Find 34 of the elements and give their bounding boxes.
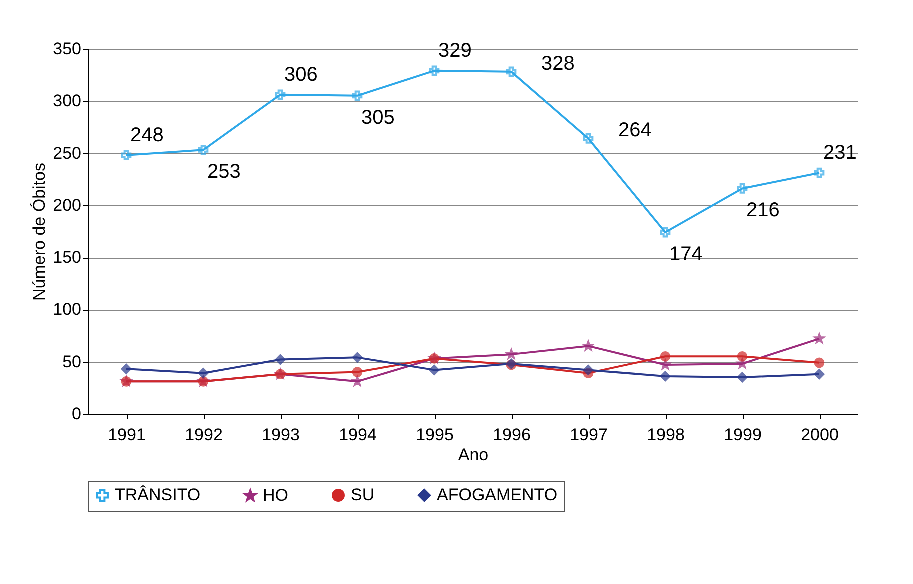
legend-label: HO xyxy=(263,486,288,506)
legend-label: AFOGAMENTO xyxy=(437,486,558,505)
x-tick-label: 1994 xyxy=(339,426,377,444)
x-tick-label: 1996 xyxy=(493,426,531,444)
x-tick-label: 1995 xyxy=(416,426,454,444)
x-tick-label: 1999 xyxy=(724,426,762,444)
y-tick-label: 200 xyxy=(53,196,82,215)
data-label: 305 xyxy=(362,106,395,129)
x-tick-label: 2000 xyxy=(801,426,839,444)
data-label: 174 xyxy=(670,244,703,266)
data-label: 248 xyxy=(130,124,164,146)
y-tick-label: 300 xyxy=(53,92,82,111)
data-label: 264 xyxy=(618,120,652,142)
x-tick-label: 1998 xyxy=(647,426,685,444)
data-label: 253 xyxy=(208,161,241,184)
y-tick-label: 250 xyxy=(53,144,82,163)
y-tick-label: 350 xyxy=(53,40,82,58)
legend-label: SU xyxy=(351,486,375,505)
data-label: 328 xyxy=(542,52,575,75)
x-tick-label: 1992 xyxy=(185,426,223,444)
data-label: 306 xyxy=(284,64,318,86)
y-tick-label: 150 xyxy=(53,248,82,268)
y-tick-label: 50 xyxy=(62,352,82,372)
x-tick-label: 1993 xyxy=(262,426,300,444)
x-tick-label: 1991 xyxy=(108,426,146,444)
data-label: 329 xyxy=(438,40,472,62)
data-label: 231 xyxy=(824,142,857,164)
y-tick-label: 100 xyxy=(53,300,82,320)
y-tick-label: 0 xyxy=(72,404,82,424)
x-tick-label: 1997 xyxy=(570,426,608,444)
x-axis-title: Ano xyxy=(458,446,489,464)
legend-label: TRÂNSITO xyxy=(115,486,201,505)
y-axis-title: Número de Óbitos xyxy=(30,163,50,301)
data-label: 216 xyxy=(746,200,780,222)
